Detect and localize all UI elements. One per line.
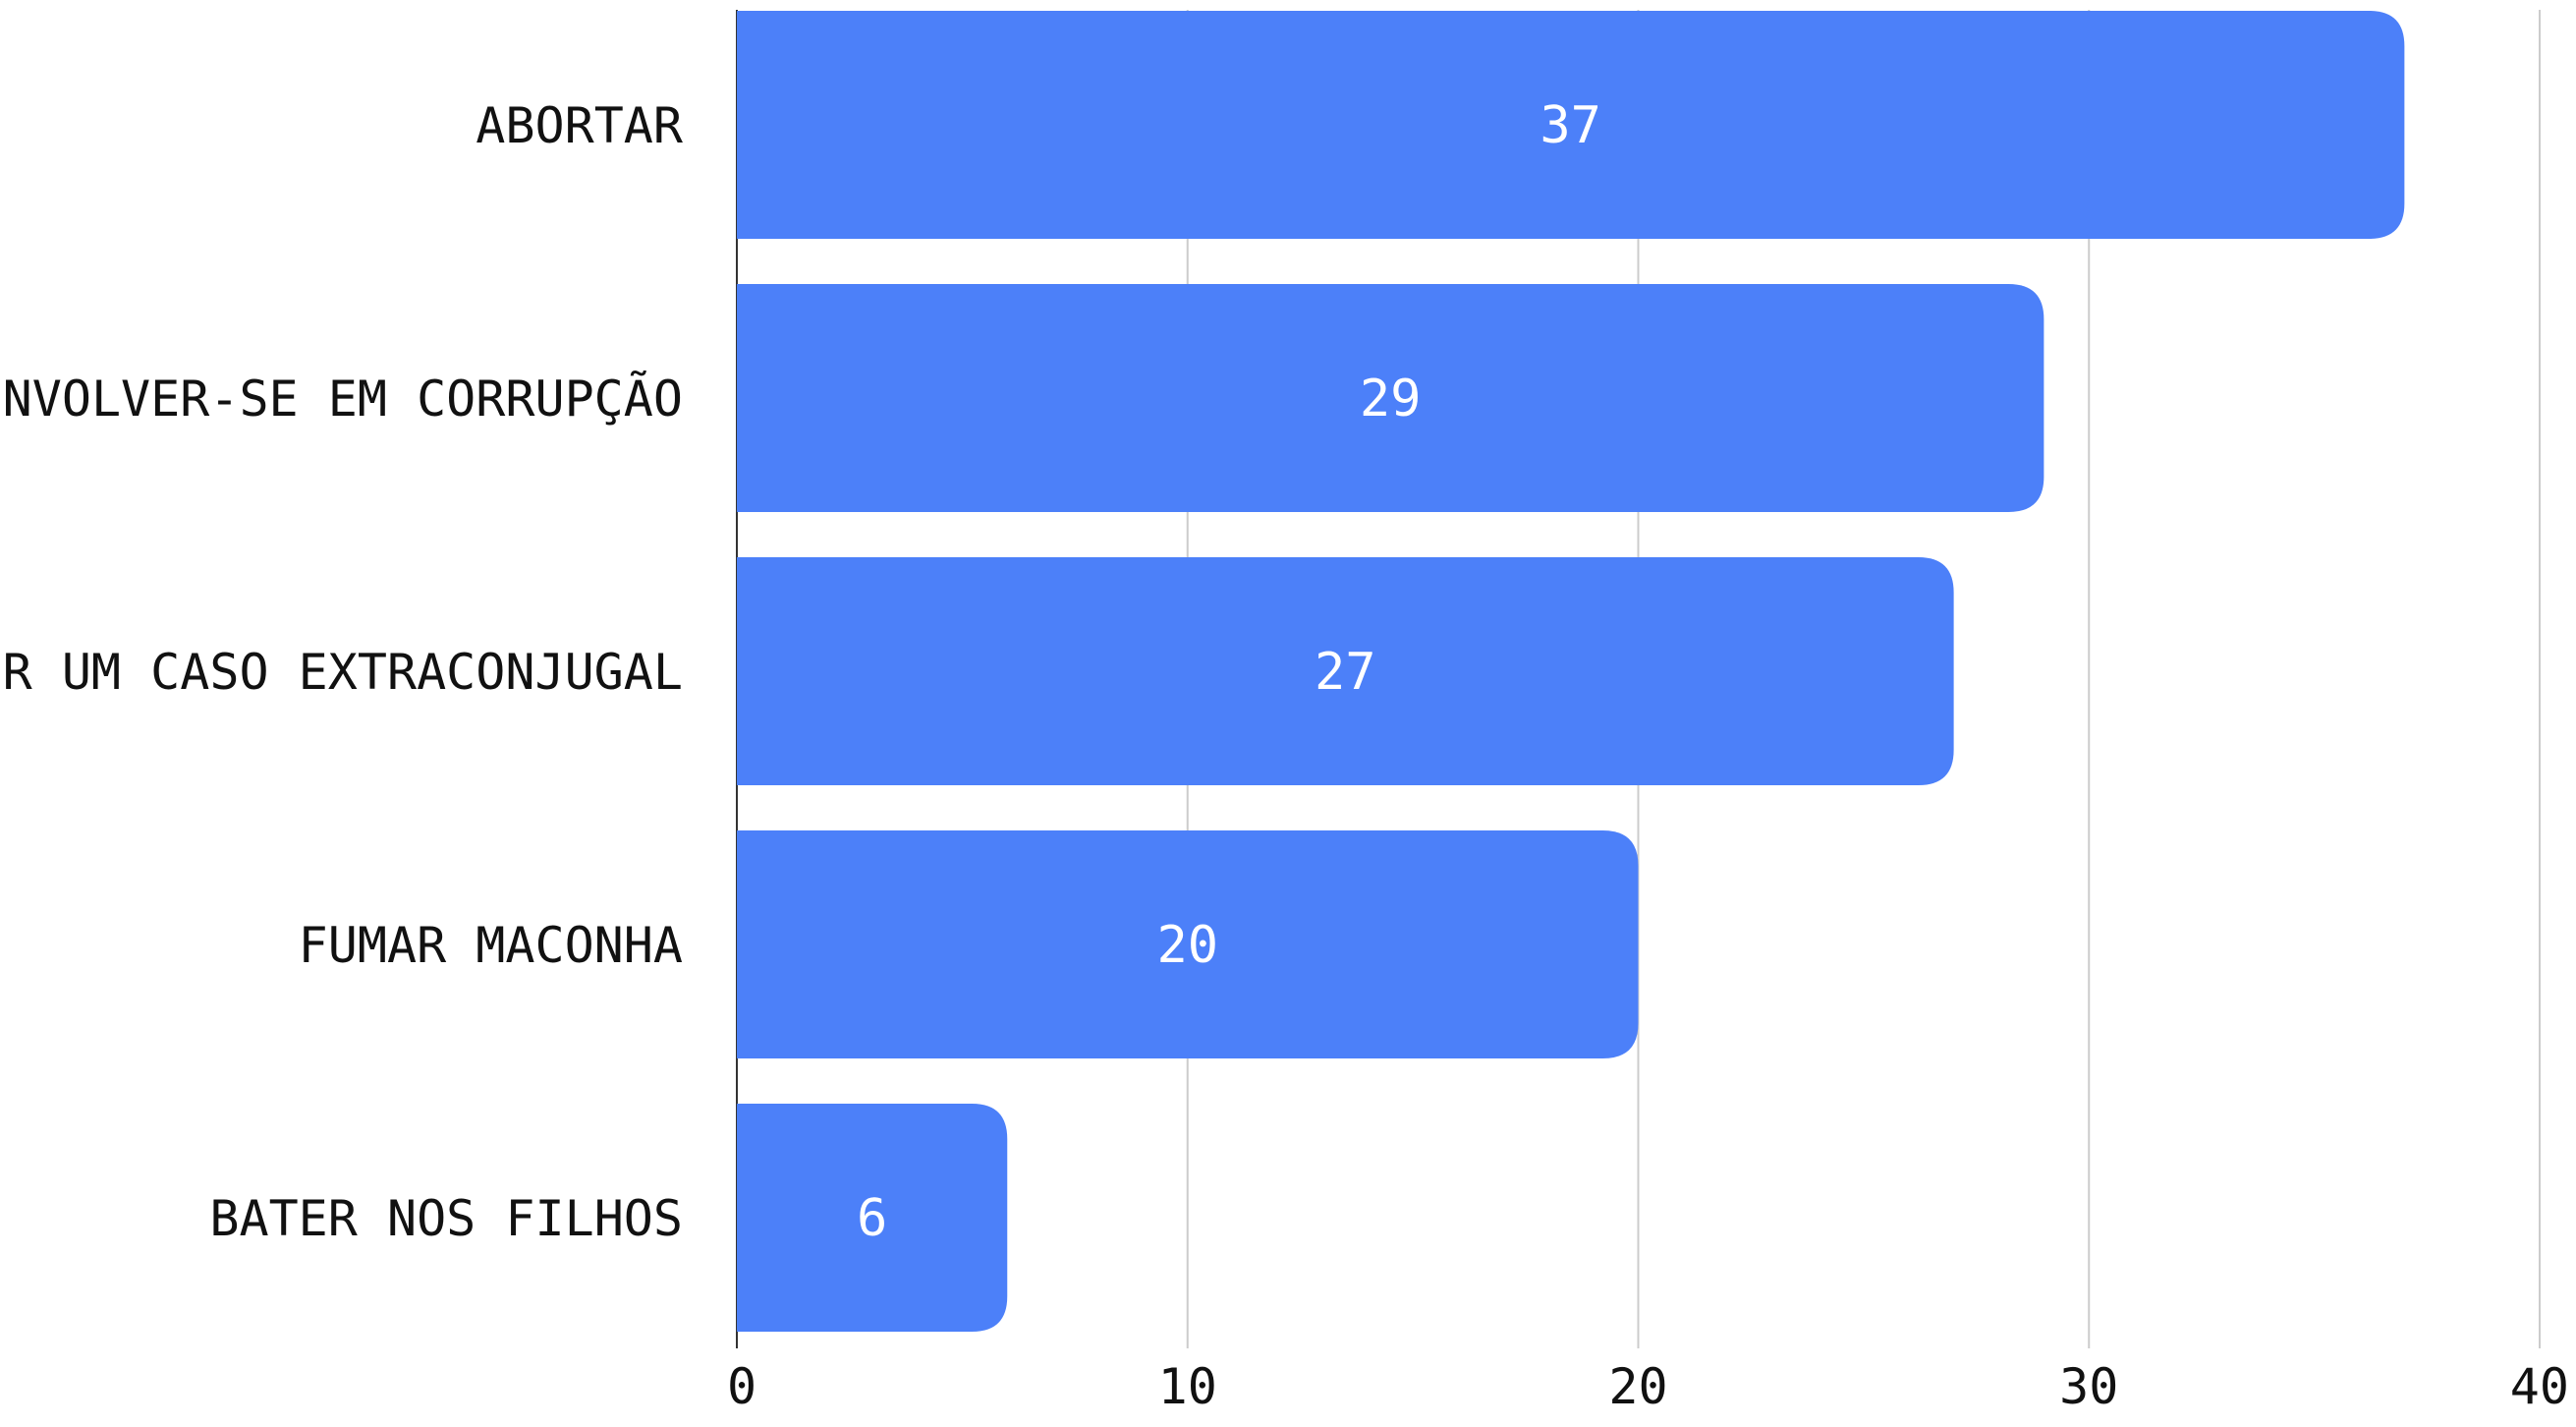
x-tick-label-30: 30	[2059, 1358, 2118, 1415]
category-label-3: FUMAR MACONHA	[299, 917, 683, 974]
bar-3	[737, 830, 1639, 1058]
bars	[737, 11, 2405, 1332]
data-label-0: 37	[1540, 96, 1601, 155]
bar-0	[737, 11, 2405, 239]
bar-4	[737, 1104, 1008, 1332]
data-labels: 37 29 27 20 6	[857, 96, 1601, 1248]
category-labels: ABORTAR ENVOLVER-SE EM CORRUPÇÃO TER UM CA…	[0, 97, 684, 1247]
category-label-1: ENVOLVER-SE EM CORRUPÇÃO	[0, 371, 683, 428]
data-label-2: 27	[1315, 643, 1376, 702]
data-label-4: 6	[857, 1189, 887, 1248]
x-tick-label-0: 0	[727, 1358, 756, 1415]
x-axis-ticks: 0 10 20 30 40	[727, 1358, 2569, 1415]
x-tick-label-20: 20	[1608, 1358, 1667, 1415]
bar-1	[737, 284, 2044, 512]
data-label-3: 20	[1156, 916, 1218, 975]
category-label-0: ABORTAR	[476, 97, 684, 154]
category-label-2: TER UM CASO EXTRACONJUGAL	[0, 644, 683, 701]
data-label-1: 29	[1360, 370, 1422, 428]
bar-2	[737, 557, 1954, 785]
x-tick-label-40: 40	[2510, 1358, 2569, 1415]
category-label-4: BATER NOS FILHOS	[209, 1190, 683, 1247]
x-tick-label-10: 10	[1158, 1358, 1217, 1415]
